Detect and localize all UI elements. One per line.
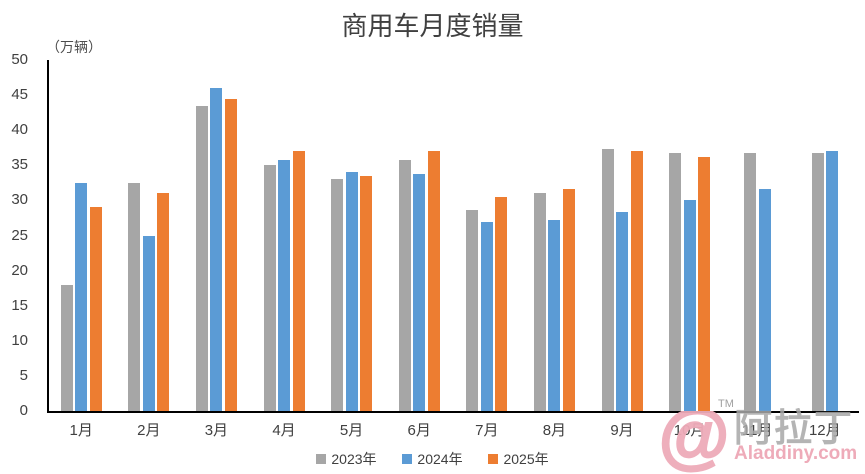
- svg-text:@: @: [661, 411, 727, 474]
